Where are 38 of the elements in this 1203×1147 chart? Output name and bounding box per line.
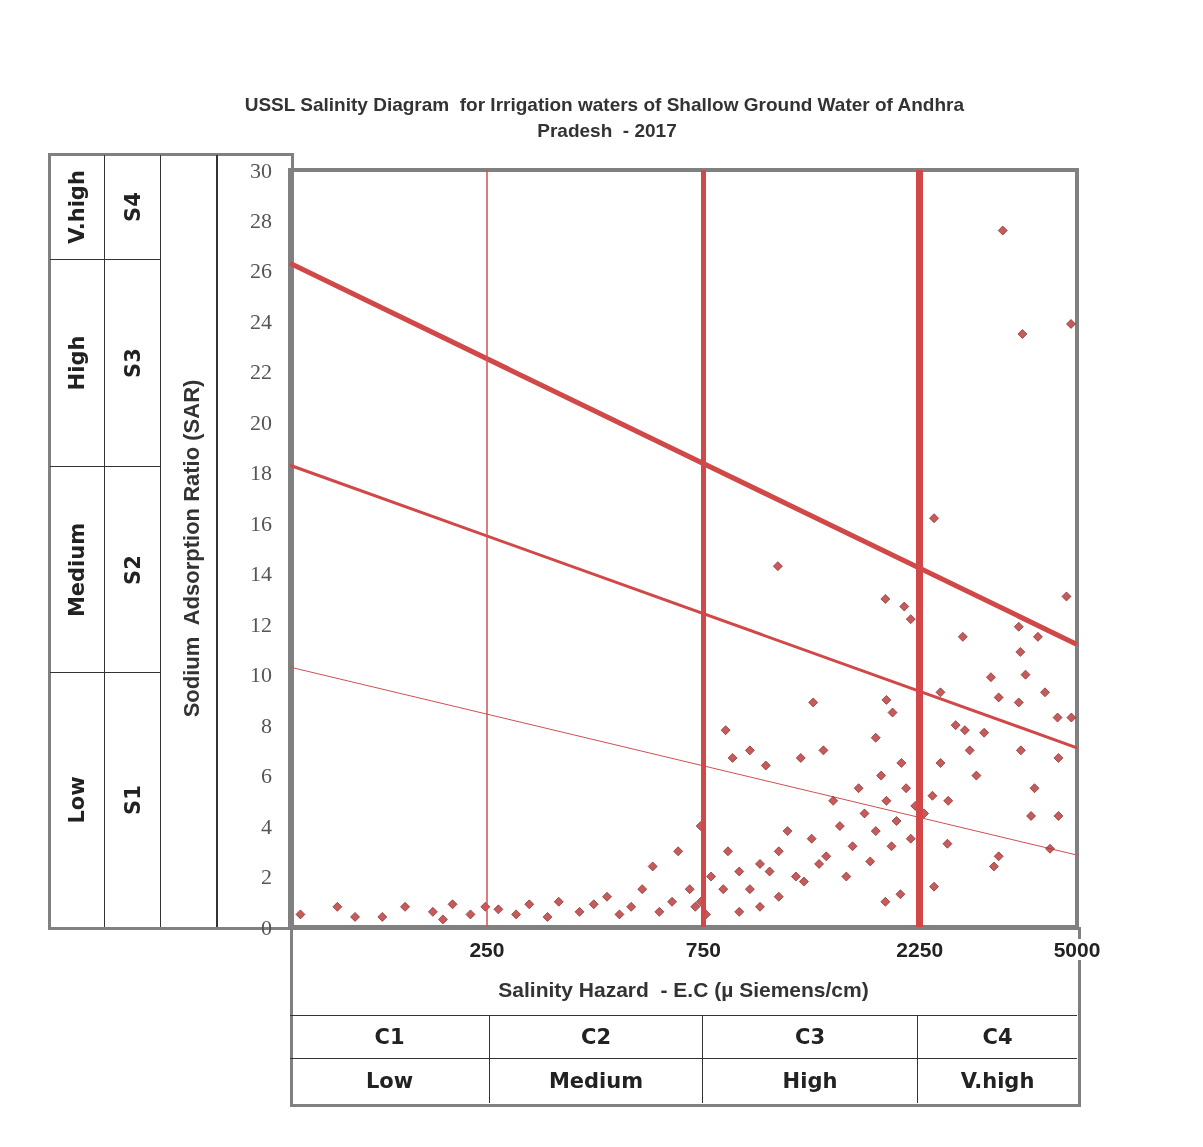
y-tick-label: 18 xyxy=(250,460,272,486)
text: High xyxy=(65,335,90,391)
text: C2 xyxy=(580,1025,612,1049)
y-tick-label: 24 xyxy=(250,308,272,334)
y-tick-label: 6 xyxy=(261,763,272,789)
y-axis-title: Sodium Adsorption Ratio (SAR) xyxy=(178,379,204,718)
y-tick-label: 4 xyxy=(261,813,272,839)
x-tick-label: 2250 xyxy=(896,938,944,961)
y-tick-label: 28 xyxy=(250,207,272,233)
text: Medium xyxy=(65,522,90,617)
text: V.high xyxy=(65,170,89,244)
y-tick-label: 16 xyxy=(250,510,272,536)
text: Medium xyxy=(548,1069,644,1093)
y-tick-label: 2 xyxy=(261,864,272,890)
text: C1 xyxy=(374,1025,405,1049)
y-tick-label: 30 xyxy=(250,157,272,183)
text: High xyxy=(782,1069,838,1093)
text: C3 xyxy=(794,1025,826,1049)
text: V.high xyxy=(960,1069,1035,1093)
y-tick-label: 8 xyxy=(261,712,272,738)
text: Low xyxy=(365,1069,414,1093)
x-tick-label: 250 xyxy=(469,938,505,961)
chart-title: USSL Salinity Diagram for Irrigation waters of Shallow Ground Water of Andhra Pradesh - 2017 xyxy=(244,93,970,141)
y-tick-label: 10 xyxy=(250,662,272,688)
text: Low xyxy=(65,776,89,824)
x-tick-label: 750 xyxy=(685,938,721,961)
y-tick-label: 20 xyxy=(250,409,272,435)
text: S4 xyxy=(120,192,145,222)
text: S3 xyxy=(120,348,145,378)
text: S2 xyxy=(120,554,145,585)
y-tick-label: 22 xyxy=(250,359,272,385)
y-tick-label: 26 xyxy=(250,258,272,284)
y-tick-label: 12 xyxy=(250,611,272,637)
x-axis-title: Salinity Hazard - E.C (µ Siemens/cm) xyxy=(498,978,869,1001)
y-tick-label: 14 xyxy=(250,561,272,587)
text: C4 xyxy=(982,1025,1013,1049)
x-tick-label: 5000 xyxy=(1053,938,1101,961)
text: S1 xyxy=(120,785,145,815)
